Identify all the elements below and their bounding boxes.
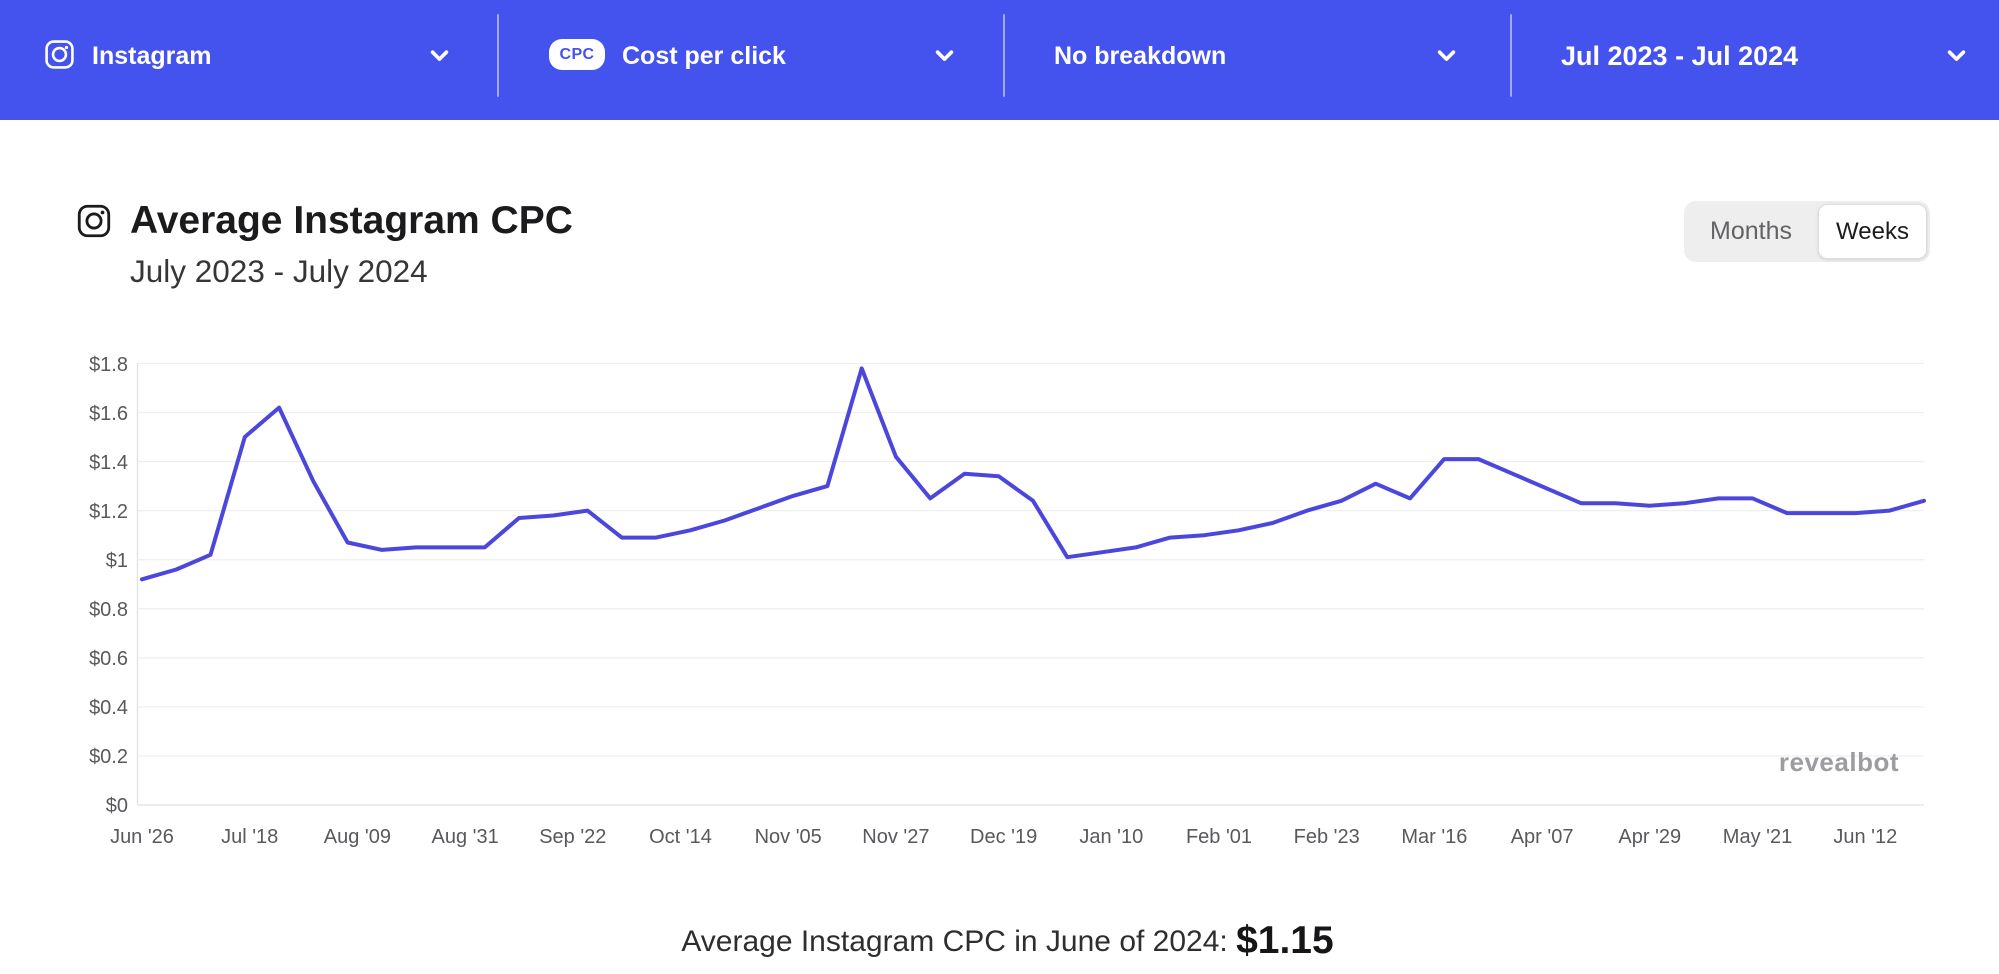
svg-text:$0.8: $0.8 — [89, 599, 128, 621]
svg-text:Mar '16: Mar '16 — [1401, 826, 1467, 848]
svg-text:Jun '26: Jun '26 — [110, 826, 174, 848]
svg-text:Feb '01: Feb '01 — [1186, 826, 1252, 848]
svg-text:Dec '19: Dec '19 — [970, 826, 1037, 848]
svg-text:Jun '12: Jun '12 — [1833, 826, 1897, 848]
svg-text:Feb '23: Feb '23 — [1294, 826, 1360, 848]
svg-text:Sep '22: Sep '22 — [539, 826, 606, 848]
svg-text:$1.6: $1.6 — [89, 403, 128, 425]
svg-text:$0.4: $0.4 — [89, 697, 128, 719]
svg-text:Aug '31: Aug '31 — [431, 826, 498, 848]
svg-text:$1.8: $1.8 — [89, 354, 128, 376]
svg-text:Jul '18: Jul '18 — [221, 826, 278, 848]
svg-text:Oct '14: Oct '14 — [649, 826, 712, 848]
svg-text:Apr '29: Apr '29 — [1618, 826, 1681, 848]
svg-text:$0.2: $0.2 — [89, 746, 128, 768]
svg-text:May '21: May '21 — [1723, 826, 1792, 848]
svg-text:Apr '07: Apr '07 — [1511, 826, 1574, 848]
svg-text:$0: $0 — [106, 795, 128, 817]
svg-text:revealbot: revealbot — [1779, 747, 1899, 777]
svg-text:Jan '10: Jan '10 — [1079, 826, 1143, 848]
svg-text:Nov '27: Nov '27 — [862, 826, 929, 848]
svg-text:Nov '05: Nov '05 — [755, 826, 822, 848]
svg-text:Aug '09: Aug '09 — [324, 826, 391, 848]
svg-text:$1: $1 — [106, 550, 128, 572]
svg-text:$1.4: $1.4 — [89, 452, 128, 474]
svg-text:$1.2: $1.2 — [89, 501, 128, 523]
svg-text:$0.6: $0.6 — [89, 648, 128, 670]
